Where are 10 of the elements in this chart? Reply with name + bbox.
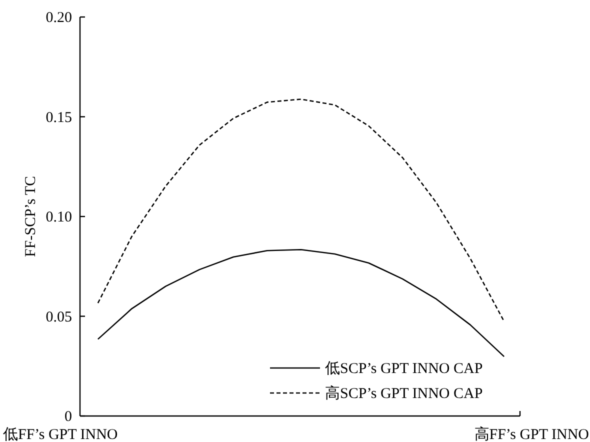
y-tick-label: 0.15 — [46, 110, 72, 126]
annotation: 低FF’s GPT INNO — [3, 427, 118, 442]
legend-label: 低SCP’s GPT INNO CAP — [325, 361, 483, 377]
y-tick-label: 0 — [64, 409, 72, 425]
y-tick-label: 0.20 — [46, 10, 72, 26]
y-tick-label: 0.05 — [46, 309, 72, 326]
y-axis-title: FF-SCP’s TC — [23, 176, 39, 258]
y-tick-label: 0.10 — [46, 210, 72, 226]
legend-label: 高SCP’s GPT INNO CAP — [325, 385, 483, 402]
annotation: 高FF’s GPT INNO — [474, 427, 589, 442]
